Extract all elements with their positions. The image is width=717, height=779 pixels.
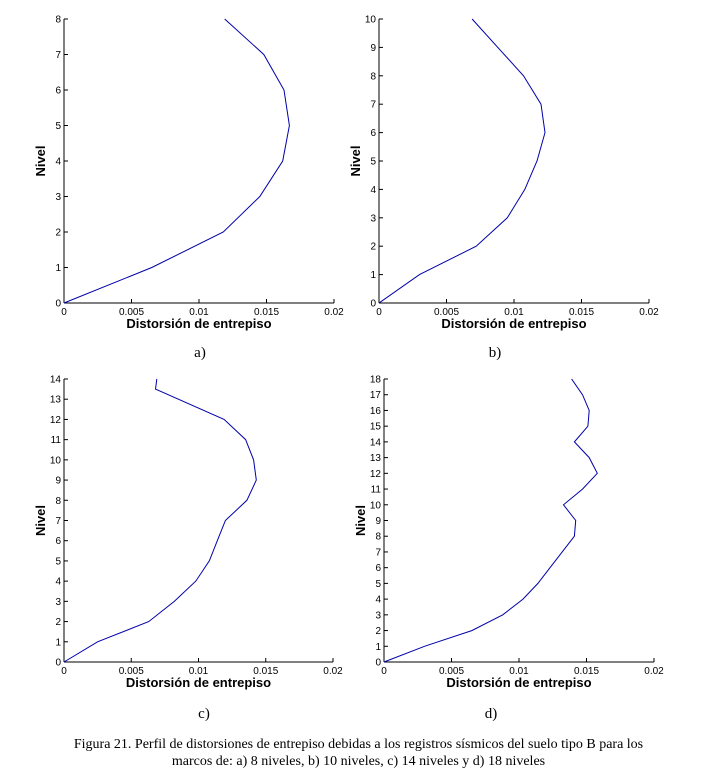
caption-line-1: Figura 21. Perfil de distorsiones de ent…: [73, 737, 644, 752]
chart-panel-2: 0 0.005 0.01 0.015 0.02 0 1 2 3 4 5 6 7 8 9 10 Distorsió…: [348, 15, 659, 362]
y-tick-label: 8: [370, 71, 376, 82]
x-tick-label: 0: [61, 307, 67, 318]
y-tick-label: 4: [55, 157, 61, 168]
series-line: [63, 18, 290, 304]
x-tick-label: 0.015: [254, 307, 279, 318]
y-tick-label: 7: [370, 100, 376, 111]
y-tick-label: 0: [375, 658, 381, 669]
x-tick-label: 0.005: [119, 307, 144, 318]
y-axis-label: Nivel: [353, 505, 368, 536]
y-axis-label: Nivel: [348, 145, 363, 176]
y-tick-label: 1: [55, 263, 61, 274]
y-tick-label: 6: [55, 536, 61, 547]
y-axis-label: Nivel: [33, 505, 48, 536]
y-tick-label: 3: [370, 213, 376, 224]
panel-sublabel: b): [489, 345, 502, 361]
y-tick-label: 4: [55, 577, 61, 588]
y-tick-label: 8: [375, 532, 381, 543]
x-tick-label: 0.01: [504, 307, 524, 318]
x-tick-label: 0.01: [189, 666, 209, 677]
y-tick-label: 4: [375, 595, 381, 606]
x-tick-label: 0.005: [439, 666, 464, 677]
x-tick-label: 0.02: [639, 307, 659, 318]
x-tick-label: 0.01: [509, 666, 529, 677]
y-tick-label: 5: [55, 121, 61, 132]
y-tick-label: 4: [370, 185, 376, 196]
y-tick-label: 14: [370, 437, 382, 448]
y-tick-label: 14: [50, 375, 62, 386]
y-tick-label: 11: [371, 485, 382, 496]
y-tick-label: 6: [375, 563, 381, 574]
y-tick-label: 7: [375, 547, 381, 558]
y-tick-label: 3: [55, 597, 61, 608]
figure-caption: Figura 21. Perfil de distorsiones de ent…: [0, 736, 717, 770]
y-tick-label: 5: [55, 556, 61, 567]
x-axis-label: Distorsión de entrepiso: [446, 675, 591, 690]
x-tick-label: 0.02: [644, 666, 664, 677]
y-tick-label: 6: [55, 86, 61, 97]
y-tick-label: 13: [370, 453, 382, 464]
x-tick-label: 0.005: [119, 666, 144, 677]
x-axis-label: Distorsión de entrepiso: [126, 316, 271, 331]
y-tick-label: 2: [370, 242, 376, 253]
series-line: [383, 378, 598, 663]
x-tick-label: 0.015: [574, 666, 599, 677]
y-tick-label: 11: [51, 435, 62, 446]
series-line: [63, 378, 257, 663]
y-tick-label: 17: [370, 390, 382, 401]
y-axis-label: Nivel: [33, 145, 48, 176]
y-tick-label: 9: [370, 43, 376, 54]
chart-panel-1: 0 0.005 0.01 0.015 0.02 0 1 2 3 4 5 6 7 8 Distorsión d…: [33, 15, 344, 362]
y-tick-label: 0: [55, 658, 61, 669]
y-tick-label: 9: [375, 516, 381, 527]
x-axis-label: Distorsión de entrepiso: [126, 675, 271, 690]
y-tick-label: 2: [55, 228, 61, 239]
y-tick-label: 7: [55, 516, 61, 527]
chart-panel-3: 0 0.005 0.01 0.015 0.0201234567891011121314D…: [33, 375, 343, 723]
x-tick-label: 0.005: [434, 307, 459, 318]
y-tick-label: 3: [55, 192, 61, 203]
y-tick-label: 12: [370, 469, 382, 480]
series-line: [378, 18, 546, 304]
y-tick-label: 5: [370, 157, 376, 168]
panel-sublabel: a): [194, 345, 206, 361]
y-tick-label: 10: [365, 15, 377, 26]
caption-line-2: marcos de: a) 8 niveles, b) 10 niveles, …: [171, 754, 546, 769]
y-tick-label: 2: [55, 617, 61, 628]
y-tick-label: 8: [55, 15, 61, 26]
y-tick-label: 8: [55, 496, 61, 507]
y-tick-label: 12: [50, 415, 62, 426]
x-tick-label: 0.02: [324, 307, 344, 318]
y-tick-label: 1: [370, 270, 376, 281]
y-tick-label: 15: [370, 422, 382, 433]
x-axis-label: Distorsión de entrepiso: [441, 316, 586, 331]
x-tick-label: 0.02: [323, 666, 343, 677]
y-tick-label: 2: [375, 626, 381, 637]
y-tick-label: 5: [375, 579, 381, 590]
x-tick-label: 0.015: [569, 307, 594, 318]
y-tick-label: 0: [55, 299, 61, 310]
y-tick-label: 3: [375, 610, 381, 621]
y-tick-label: 10: [370, 500, 382, 511]
y-tick-label: 18: [370, 375, 382, 386]
y-tick-label: 10: [50, 455, 62, 466]
y-tick-label: 1: [375, 642, 381, 653]
x-tick-label: 0: [61, 666, 67, 677]
x-tick-label: 0.01: [189, 307, 209, 318]
y-tick-label: 9: [55, 476, 61, 487]
panel-sublabel: c): [198, 706, 210, 722]
y-tick-label: 13: [50, 395, 62, 406]
x-tick-label: 0.015: [253, 666, 278, 677]
y-tick-label: 6: [370, 128, 376, 139]
panel-sublabel: d): [485, 706, 498, 722]
y-tick-label: 1: [55, 637, 61, 648]
y-tick-label: 7: [55, 50, 61, 61]
x-tick-label: 0: [381, 666, 387, 677]
x-tick-label: 0: [376, 307, 382, 318]
y-tick-label: 16: [370, 406, 382, 417]
y-tick-label: 0: [370, 299, 376, 310]
chart-panel-4: 0 0.005 0.01 0.015 0.02012345678910111213141…: [353, 375, 664, 723]
